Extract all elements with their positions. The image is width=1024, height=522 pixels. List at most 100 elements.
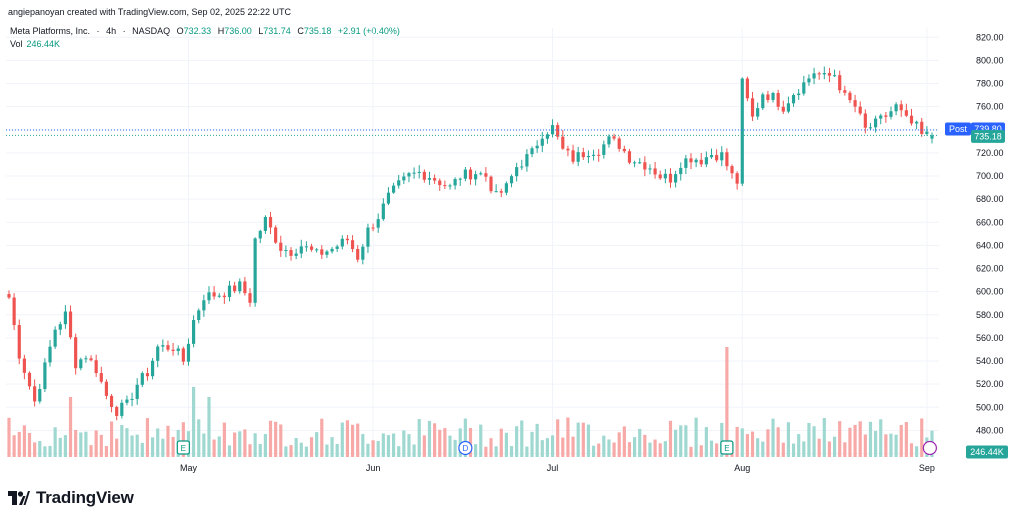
candle-body <box>915 121 919 124</box>
price-tick-label: 700.00 <box>976 171 1004 181</box>
candle-body <box>309 246 314 250</box>
volume-bar <box>761 441 765 457</box>
candle-body <box>258 230 262 239</box>
volume-bar <box>612 442 616 457</box>
candle-body <box>58 324 62 330</box>
candle-body <box>750 98 755 117</box>
volume-bar <box>279 424 283 457</box>
volume-bar <box>674 429 678 457</box>
volume-bar <box>868 421 873 457</box>
volume-bar <box>709 440 714 457</box>
candle-body <box>499 191 503 193</box>
candle-body <box>99 373 103 382</box>
candle-body <box>253 238 257 303</box>
candle-body <box>925 131 929 134</box>
price-tick-label: 820.00 <box>976 32 1004 42</box>
candle-body <box>448 185 452 187</box>
candle-body <box>130 398 134 400</box>
volume-bar <box>335 443 339 457</box>
interval-label[interactable]: 4h <box>106 26 117 36</box>
candle-body <box>591 154 596 156</box>
candle-body <box>115 406 119 416</box>
candle-body <box>545 134 550 139</box>
candle-body <box>766 94 770 100</box>
volume-label[interactable]: Vol <box>10 39 23 49</box>
volume-bar <box>607 439 611 457</box>
tradingview-logo[interactable]: TradingView <box>8 488 134 508</box>
volume-bar <box>7 417 11 457</box>
volume-bar <box>745 434 749 457</box>
volume-bar <box>233 432 237 457</box>
candle-body <box>509 176 514 184</box>
candle-body <box>443 185 447 187</box>
volume-bar <box>227 445 232 457</box>
candle-body <box>848 92 852 101</box>
volume-bar <box>791 443 796 457</box>
volume-bar <box>156 428 160 457</box>
volume-bar <box>207 397 211 457</box>
event-marker-label: E <box>724 444 729 453</box>
candle-body <box>238 281 242 292</box>
volume-bar <box>407 434 411 457</box>
volume-bar <box>484 446 488 457</box>
last-price-badge-bg <box>971 129 1005 143</box>
candle-body <box>27 372 32 387</box>
candle-body <box>668 173 673 183</box>
candle-body <box>879 115 883 119</box>
candle-body <box>361 246 365 260</box>
candle-body <box>740 78 744 184</box>
volume-bar <box>550 435 555 457</box>
candle-body <box>730 166 734 174</box>
volume-bar <box>904 422 908 457</box>
candle-body <box>412 172 416 174</box>
candle-body <box>217 295 221 297</box>
candle-body <box>858 106 862 114</box>
volume-bar <box>366 443 370 457</box>
volume-bar <box>412 444 416 457</box>
volume-bar <box>53 427 57 457</box>
time-axis[interactable]: May Jun Jul Aug Sep <box>180 463 935 473</box>
price-axis[interactable]: 460.00480.00500.00520.00540.00560.00580.… <box>976 32 1004 458</box>
volume-bar <box>679 425 683 457</box>
volume-bar <box>832 436 837 457</box>
candle-body <box>889 111 893 117</box>
volume-bar <box>299 442 303 457</box>
symbol-name[interactable]: Meta Platforms, Inc. <box>10 26 91 36</box>
volume-bar <box>520 420 524 457</box>
volume-bar <box>586 424 591 457</box>
candle-body <box>576 152 580 162</box>
volume-bar <box>699 445 703 457</box>
volume-bar <box>381 433 385 457</box>
volume-bar <box>807 422 811 457</box>
candle-body <box>299 246 303 254</box>
candle-body <box>525 154 529 167</box>
candle-body <box>494 191 498 193</box>
volume-bar <box>704 427 708 457</box>
volume-bar <box>556 419 560 457</box>
volume-bar <box>320 418 324 457</box>
volume-bar <box>433 423 437 457</box>
volume-value: 246.44K <box>26 39 61 49</box>
volume-bar <box>125 428 129 457</box>
candle-body <box>807 78 811 83</box>
candle-body <box>438 180 442 186</box>
candle-body <box>843 90 847 93</box>
volume-bar <box>812 426 816 457</box>
candle-body <box>453 179 457 186</box>
candle-body <box>607 136 611 145</box>
volume-bar <box>622 426 626 457</box>
candle-body <box>612 136 616 139</box>
candle-body <box>797 93 801 96</box>
candle-body <box>345 238 350 241</box>
candle-body <box>556 125 560 137</box>
candle-body <box>756 108 760 117</box>
grid-lines <box>6 28 939 457</box>
price-tick-label: 500.00 <box>976 402 1004 412</box>
candle-body <box>868 127 873 129</box>
volume-bar <box>120 425 124 457</box>
candle-body <box>366 227 370 247</box>
candle-body <box>474 174 478 180</box>
volume-bar <box>781 442 785 457</box>
